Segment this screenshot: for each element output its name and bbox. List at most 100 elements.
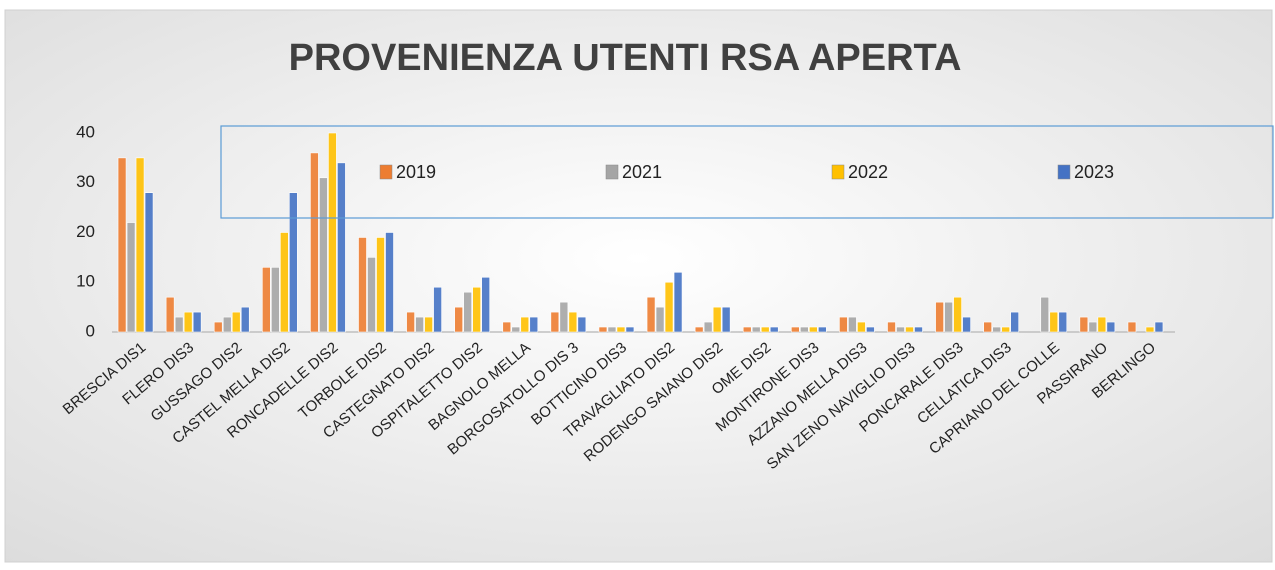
- bar: [376, 237, 385, 333]
- bar: [992, 326, 1001, 333]
- legend-swatch: [1057, 164, 1071, 180]
- bar: [213, 321, 223, 333]
- bar: [367, 257, 376, 333]
- bar: [262, 267, 271, 333]
- bar: [319, 177, 328, 333]
- bar: [117, 157, 127, 333]
- bar: [126, 222, 136, 333]
- bar: [415, 316, 424, 333]
- bar: [502, 321, 512, 333]
- bar: [358, 237, 367, 333]
- y-tick-label: 10: [76, 272, 95, 291]
- bar: [472, 286, 481, 333]
- legend-swatch: [831, 164, 845, 180]
- bar: [703, 321, 713, 333]
- bar: [1088, 321, 1098, 333]
- bar: [983, 321, 992, 333]
- bar: [887, 321, 896, 333]
- bar: [568, 311, 578, 333]
- bar: [655, 306, 665, 333]
- bar: [289, 192, 298, 333]
- bar: [385, 232, 394, 333]
- bar: [818, 326, 827, 333]
- bar: [712, 306, 722, 333]
- bar: [144, 192, 154, 333]
- bar: [1145, 326, 1155, 333]
- bar: [848, 316, 857, 333]
- bar: [1106, 321, 1116, 333]
- bar: [280, 232, 289, 333]
- bar: [424, 316, 433, 333]
- bar: [944, 301, 953, 333]
- bar: [520, 316, 530, 333]
- bar: [240, 306, 250, 333]
- bar: [433, 286, 442, 333]
- bar: [751, 326, 761, 333]
- chart-background: [4, 9, 1273, 563]
- legend-swatch: [379, 164, 393, 180]
- chart-title: PROVENIENZA UTENTI RSA APERTA: [289, 37, 962, 79]
- legend-label: 2022: [848, 162, 888, 182]
- bar: [165, 296, 175, 333]
- bar: [607, 326, 617, 333]
- bar: [694, 326, 704, 333]
- bar: [271, 267, 280, 333]
- legend-label: 2019: [396, 162, 436, 182]
- bar: [1010, 311, 1019, 333]
- bar: [857, 321, 866, 333]
- bar: [1040, 296, 1050, 333]
- bar: [1097, 316, 1107, 333]
- bar: [742, 326, 752, 333]
- bar: [231, 311, 241, 333]
- bar: [135, 157, 145, 333]
- bar: [1154, 321, 1164, 333]
- bar: [222, 316, 232, 333]
- bar: [463, 291, 472, 333]
- bar: [800, 326, 809, 333]
- legend-box: [220, 125, 1274, 219]
- bar: [1001, 326, 1010, 333]
- bar: [406, 311, 415, 333]
- bar: [809, 326, 818, 333]
- bar: [721, 306, 731, 333]
- bar: [769, 326, 779, 333]
- bar: [550, 311, 560, 333]
- bar: [914, 326, 923, 333]
- bar: [866, 326, 875, 333]
- y-tick-label: 0: [86, 321, 95, 340]
- bar: [616, 326, 626, 333]
- bar: [896, 326, 905, 333]
- bar: [1058, 311, 1068, 333]
- bar: [646, 296, 656, 333]
- bar: [454, 306, 463, 333]
- bar: [791, 326, 800, 333]
- bar: [1079, 316, 1089, 333]
- bar: [559, 301, 569, 333]
- bar: [935, 301, 944, 333]
- bar: [481, 276, 490, 333]
- legend-label: 2023: [1074, 162, 1114, 182]
- bar: [905, 326, 914, 333]
- y-tick-label: 20: [76, 222, 95, 241]
- bar: [310, 152, 319, 333]
- bar: [577, 316, 587, 333]
- bar: [328, 132, 337, 333]
- bar: [1049, 311, 1059, 333]
- bar: [625, 326, 635, 333]
- bar: [1127, 321, 1137, 333]
- bar: [962, 316, 971, 333]
- bar: [337, 162, 346, 333]
- bar: [183, 311, 193, 333]
- bar: [673, 271, 683, 333]
- legend-label: 2021: [622, 162, 662, 182]
- bar: [760, 326, 770, 333]
- bar: [511, 326, 521, 333]
- legend-swatch: [605, 164, 619, 180]
- bar: [192, 311, 202, 333]
- bar: [598, 326, 608, 333]
- bar: [529, 316, 539, 333]
- bar: [839, 316, 848, 333]
- y-tick-label: 30: [76, 172, 95, 191]
- bar: [174, 316, 184, 333]
